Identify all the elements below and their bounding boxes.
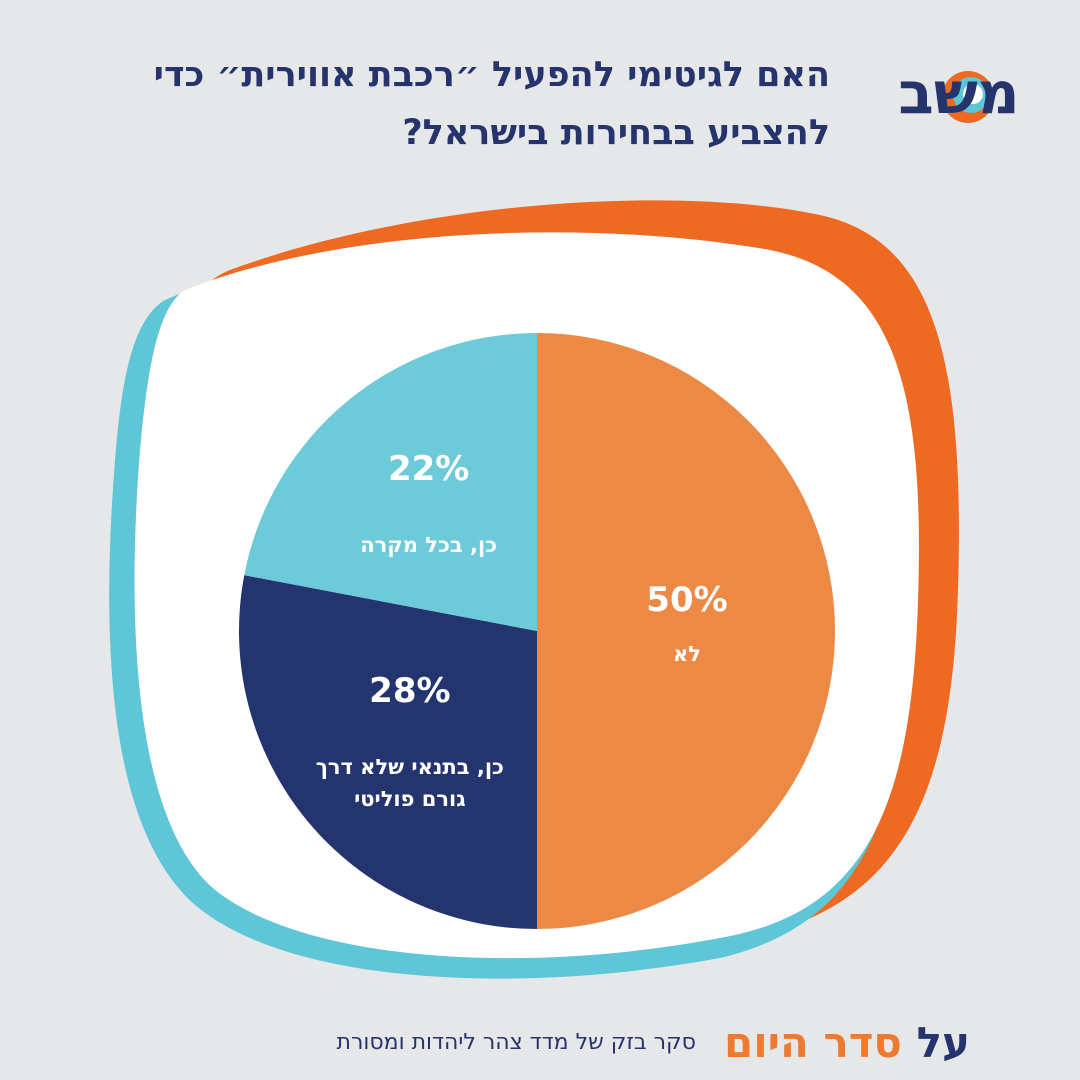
chart-title-line-1: האם לגיטימי להפעיל ״רכבת אווירית״ כדי — [153, 55, 830, 95]
logo-text: משב — [898, 59, 1019, 127]
slice-value-label-2: 22% — [388, 449, 469, 489]
swirl-logo-icon — [942, 71, 994, 123]
pie-slice-2 — [244, 333, 538, 631]
slice-category-label-0-0: לא — [673, 642, 701, 666]
brand-logo: משב — [898, 59, 1019, 127]
pie-chart: 50% לא 28% כן, בתנאי שלא דרך גורם פוליטי 22% כ… — [238, 333, 835, 929]
slice-category-label-2-0: כן, בכל מקרה — [360, 533, 497, 557]
slice-value-label-1: 28% — [369, 671, 450, 711]
slice-category-label-1-1: גורם פוליטי — [354, 787, 466, 811]
footer-brand-part-2: סדר היום — [723, 1017, 902, 1067]
footer-brand-part-1: על — [916, 1017, 970, 1067]
pie-slice-1 — [238, 575, 537, 929]
pie-slice-0 — [537, 333, 835, 929]
footer-source: סקר בזק של מדד צהר ליהדות ומסורת — [336, 1029, 696, 1055]
chart-title-line-2: להצביע בבחירות בישראל? — [402, 113, 830, 153]
chart-title: האם לגיטימי להפעיל ״רכבת אווירית״ כדי לה… — [70, 46, 830, 162]
footer: על סדר היום סקר בזק של מדד צהר ליהדות ומ… — [130, 1010, 971, 1074]
footer-brand: על סדר היום — [724, 1018, 970, 1067]
slice-category-label-1-0: כן, בתנאי שלא דרך — [316, 755, 504, 779]
slice-value-label-0: 50% — [646, 580, 727, 620]
